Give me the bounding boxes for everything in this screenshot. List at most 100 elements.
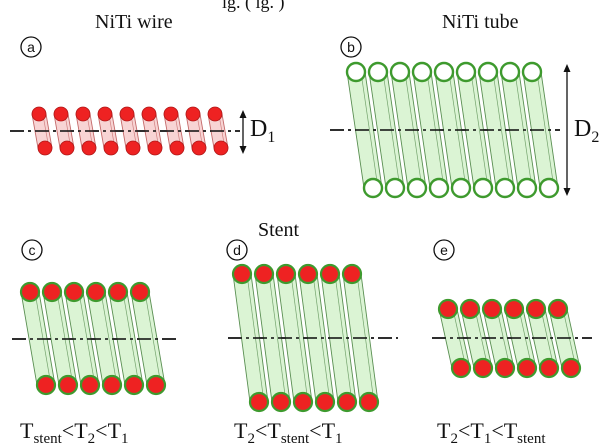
tube-coil-bottom-circle: [362, 177, 384, 199]
tube-coil-top-circle: [367, 61, 389, 83]
stent-d-coil-bottom-circle: [270, 391, 292, 413]
tube-coil-top-circle: [433, 61, 455, 83]
wire-coil-top-circle: [31, 106, 47, 122]
tube-coil-band-edge: [470, 71, 489, 189]
stent-c-coil-bottom-circle: [57, 374, 79, 396]
wire-coil-top-circle: [119, 106, 135, 122]
wire-title: NiTi wire: [95, 11, 173, 33]
wire-coil-bottom-circle: [103, 140, 119, 156]
stent-d-coil-band-edge: [290, 273, 309, 403]
stent-e-coil-top-circle: [481, 298, 503, 320]
stent-d-coil-bottom-circle: [292, 391, 314, 413]
stent-e-coil-band-edge: [496, 308, 511, 369]
tube-coil-bottom-circle: [406, 177, 428, 199]
stent-d-coil-top-circle: [297, 263, 319, 285]
stent-e-coil-band-edge: [540, 308, 555, 369]
stent-c-coil-band-edge: [78, 291, 96, 386]
stent-d-coil-band-edge: [268, 273, 287, 403]
dimension-d2-arrow: [563, 64, 571, 196]
wire-coil-top-circle: [207, 106, 223, 122]
tube-coil: [330, 61, 560, 199]
wire-coil-top-circle: [53, 106, 69, 122]
stent-c-coil-top-circle: [107, 281, 129, 303]
stent-e-coil-bottom-circle: [538, 357, 560, 379]
header-partial-text: ig. ( ig. ): [222, 0, 285, 13]
tube-coil-top-circle: [411, 61, 433, 83]
stent-e-coil-top-circle: [525, 298, 547, 320]
svg-text:b: b: [347, 39, 355, 55]
stent-e-coil-bottom-circle: [450, 357, 472, 379]
wire-coil-top-circle: [75, 106, 91, 122]
wire-coil-bottom-circle: [191, 140, 207, 156]
wire-coil-top-circle: [97, 106, 113, 122]
stent-d-coil: [228, 263, 398, 413]
stent-e-coil-top-circle: [503, 298, 525, 320]
tube-coil-band-edge: [536, 71, 555, 189]
wire-coil-top-circle: [185, 106, 201, 122]
condition-d: T2<Tstent<T1: [234, 418, 343, 446]
stent-c-coil: [12, 281, 180, 396]
stent-d-coil-top-circle: [341, 263, 363, 285]
tube-coil-bottom-circle: [516, 177, 538, 199]
stent-c-coil-bottom-circle: [101, 374, 123, 396]
stent-c-coil-bottom-circle: [79, 374, 101, 396]
stent-d-coil-top-circle: [319, 263, 341, 285]
wire-coil-top-circle: [141, 106, 157, 122]
stent-e-coil: [432, 298, 592, 379]
svg-text:e: e: [440, 242, 448, 258]
dimension-d2-label: D2: [574, 116, 599, 146]
tube-coil-bottom-circle: [472, 177, 494, 199]
stent-c-coil-top-circle: [63, 281, 85, 303]
panel-letter-c: c: [21, 239, 43, 261]
dimension-d1-arrow: [239, 110, 247, 154]
stent-d-coil-top-circle: [253, 263, 275, 285]
stent-c-coil-top-circle: [19, 281, 41, 303]
svg-text:a: a: [27, 39, 35, 55]
stent-e-coil-bottom-circle: [472, 357, 494, 379]
stent-d-coil-top-circle: [275, 263, 297, 285]
stent-d-coil-band-edge: [334, 273, 353, 403]
stent-d-coil-bottom-circle: [314, 391, 336, 413]
wire-coil-bottom-circle: [59, 140, 75, 156]
stent-d-coil-bottom-circle: [358, 391, 380, 413]
stent-c-coil-top-circle: [85, 281, 107, 303]
stent-c-coil-band-edge: [144, 291, 162, 386]
condition-e: T2<T1<Tstent: [437, 418, 546, 446]
wire-coil-bottom-circle: [81, 140, 97, 156]
panel-letter-e: e: [433, 239, 455, 261]
wire-coil: [10, 106, 240, 156]
wire-coil-bottom-circle: [213, 140, 229, 156]
wire-coil-bottom-circle: [125, 140, 141, 156]
stent-e-coil-bottom-circle: [560, 357, 582, 379]
wire-coil-bottom-circle: [37, 140, 53, 156]
svg-text:d: d: [233, 242, 241, 258]
stent-title: Stent: [258, 219, 300, 241]
tube-coil-band-edge: [360, 71, 379, 189]
wire-coil-bottom-circle: [147, 140, 163, 156]
tube-coil-bottom-circle: [538, 177, 560, 199]
tube-coil-top-circle: [455, 61, 477, 83]
condition-c: Tstent<T2<T1: [20, 418, 129, 446]
stent-e-coil-bottom-circle: [494, 357, 516, 379]
stent-d-coil-top-circle: [231, 263, 253, 285]
tube-coil-top-circle: [521, 61, 543, 83]
tube-coil-bottom-circle: [384, 177, 406, 199]
tube-coil-bottom-circle: [450, 177, 472, 199]
stent-e-coil-top-circle: [437, 298, 459, 320]
tube-coil-top-circle: [389, 61, 411, 83]
tube-coil-top-circle: [499, 61, 521, 83]
tube-coil-top-circle: [477, 61, 499, 83]
tube-coil-bottom-circle: [494, 177, 516, 199]
wire-coil-top-circle: [163, 106, 179, 122]
stent-c-coil-top-circle: [129, 281, 151, 303]
stent-c-coil-top-circle: [41, 281, 63, 303]
wire-coil-bottom-circle: [169, 140, 185, 156]
stent-e-coil-band-edge: [474, 308, 489, 369]
stent-d-coil-bottom-circle: [336, 391, 358, 413]
svg-text:c: c: [29, 242, 36, 258]
tube-coil-bottom-circle: [428, 177, 450, 199]
panel-letter-d: d: [226, 239, 248, 261]
stent-e-coil-top-circle: [547, 298, 569, 320]
tube-title: NiTi tube: [442, 11, 519, 33]
